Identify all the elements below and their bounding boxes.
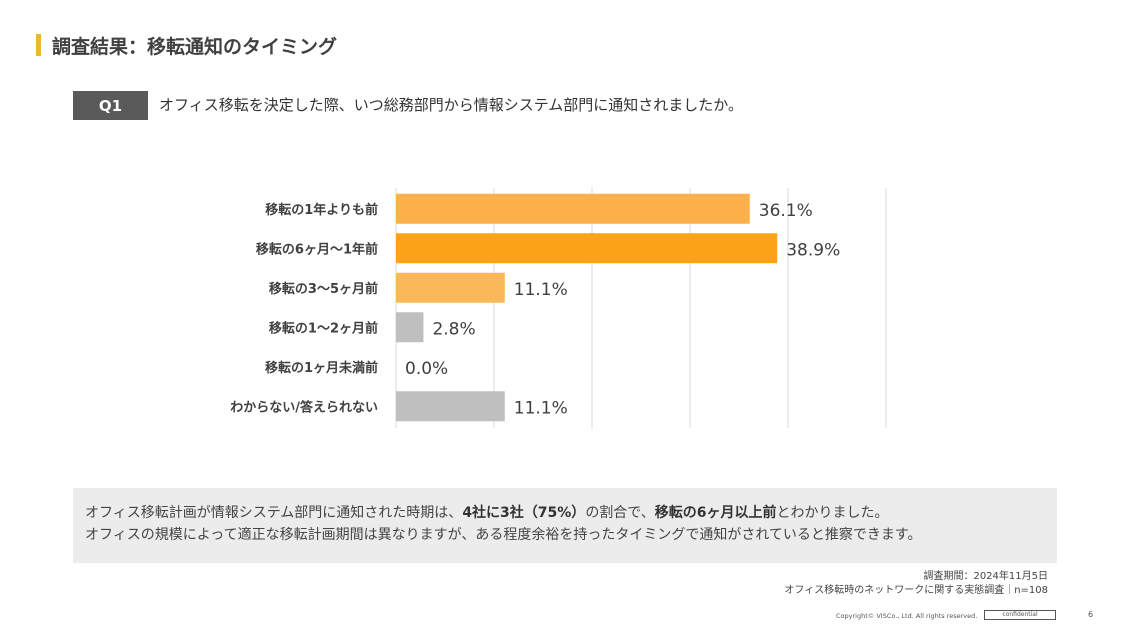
bar — [396, 272, 505, 303]
question-text: オフィス移転を決定した際、いつ総務部門から情報システム部門に通知されましたか。 — [159, 96, 743, 114]
data-label: 38.9% — [786, 240, 840, 260]
category-label: 移転の1〜2ヶ月前 — [269, 320, 378, 336]
data-label: 11.1% — [514, 280, 568, 300]
summary-highlight-timing: 移転の6ヶ月以上前 — [654, 505, 777, 521]
confidential-label: confidential — [984, 610, 1056, 620]
survey-info: 調査期間：2024年11月5日 オフィス移転時のネットワークに関する実態調査｜n… — [784, 570, 1048, 598]
survey-period: 調査期間：2024年11月5日 — [923, 571, 1048, 582]
bar — [396, 391, 505, 422]
category-label: わからない/答えられない — [230, 399, 378, 415]
summary-line-1: オフィス移転計画が情報システム部門に通知された時期は、4社に3社（75%）の割合… — [85, 502, 1047, 524]
summary-box: オフィス移転計画が情報システム部門に通知された時期は、4社に3社（75%）の割合… — [73, 488, 1057, 563]
summary-line-2: オフィスの規模によって適正な移転計画期間は異なりますが、ある程度余裕を持ったタイ… — [85, 527, 922, 543]
bar — [396, 312, 424, 343]
category-label: 移転の1ヶ月未満前 — [265, 360, 378, 376]
page-number: 6 — [1088, 610, 1094, 619]
data-label: 11.1% — [514, 398, 568, 418]
bar — [396, 193, 750, 224]
category-label: 移転の3〜5ヶ月前 — [269, 281, 378, 297]
summary-highlight-ratio: 4社に3社（75%） — [462, 505, 586, 521]
category-label: 移転の6ヶ月〜1年前 — [256, 241, 378, 257]
data-label: 0.0% — [405, 359, 448, 379]
survey-name: オフィス移転時のネットワークに関する実態調査｜n=108 — [784, 585, 1048, 596]
summary-text: の割合で、 — [585, 505, 655, 521]
title-accent-bar — [36, 34, 41, 56]
data-label: 2.8% — [432, 319, 475, 339]
bar-chart: 移転の1年よりも前 36.1% 移転の6ヶ月〜1年前 38.9% 移転の3〜5ヶ月前 11… — [230, 188, 887, 428]
category-label: 移転の1年よりも前 — [265, 202, 378, 218]
question-badge: Q1 — [73, 91, 148, 120]
data-label: 36.1% — [759, 201, 813, 221]
copyright: Copyright© VISCo., Ltd. All rights reser… — [836, 612, 978, 620]
summary-text: オフィス移転計画が情報システム部門に通知された時期は、 — [85, 505, 463, 521]
summary-text: とわかりました。 — [776, 505, 889, 521]
page-title: 調査結果：移転通知のタイミング — [52, 36, 338, 58]
bar — [396, 233, 778, 264]
